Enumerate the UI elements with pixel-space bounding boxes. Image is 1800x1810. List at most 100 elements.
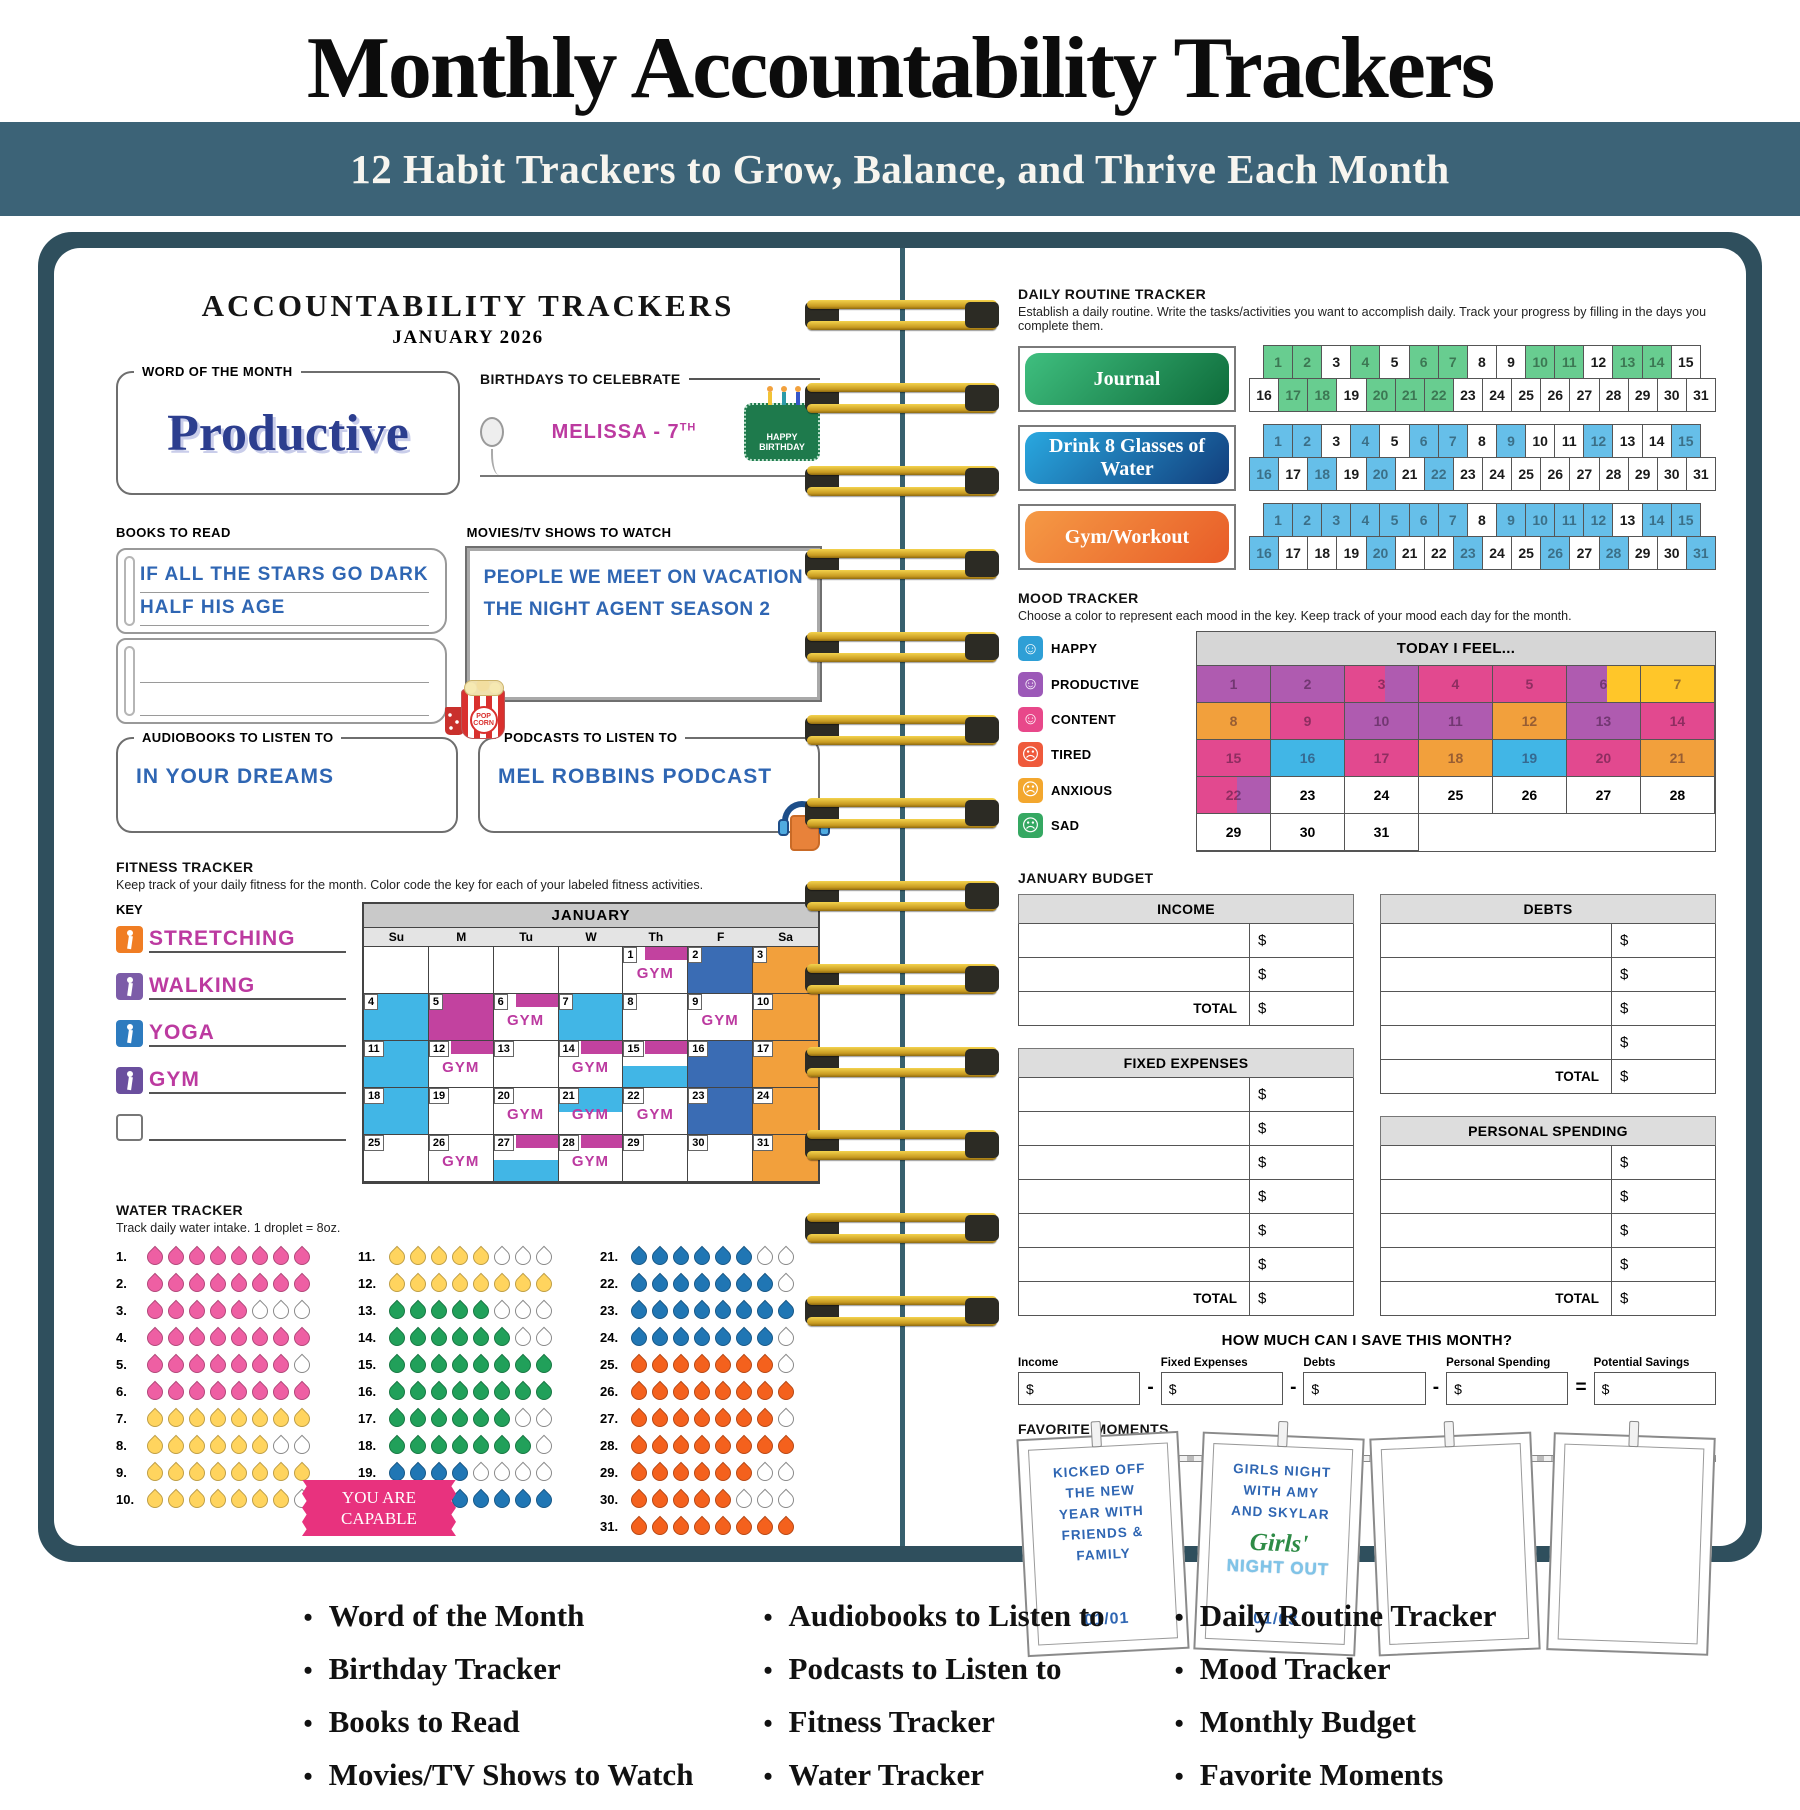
routine-day-cell: 4 bbox=[1350, 424, 1381, 458]
moment-text-line: FRIENDS & bbox=[1061, 1523, 1144, 1543]
water-droplet-icon bbox=[511, 1245, 534, 1268]
water-droplet-icon bbox=[648, 1245, 671, 1268]
calendar-day-number: 12 bbox=[428, 1041, 450, 1057]
calendar-day-number: 13 bbox=[493, 1041, 514, 1057]
budget-row: $ bbox=[1381, 1145, 1715, 1179]
water-droplet-icon bbox=[774, 1434, 797, 1457]
routine-day-cell: 8 bbox=[1466, 424, 1497, 458]
mood-day-cell: 25 bbox=[1418, 777, 1493, 814]
water-droplet-icon bbox=[227, 1326, 250, 1349]
routine-day-cell: 6 bbox=[1408, 424, 1439, 458]
routine-day-cell: 15 bbox=[1670, 345, 1701, 379]
water-droplet-icon bbox=[406, 1380, 429, 1403]
calendar-day-cell bbox=[558, 947, 624, 994]
fitness-label: FITNESS TRACKER bbox=[116, 859, 254, 875]
budget-total-amount: $ bbox=[1249, 1282, 1353, 1315]
fitness-key-name: STRETCHING bbox=[149, 927, 346, 953]
fitness-key-name bbox=[149, 1139, 346, 1141]
calendar-day-number: 10 bbox=[753, 994, 774, 1010]
water-droplet-icon bbox=[206, 1326, 229, 1349]
water-droplet-icon bbox=[448, 1272, 471, 1295]
water-droplet-icon bbox=[227, 1245, 250, 1268]
calendar-day-number: 30 bbox=[688, 1135, 709, 1151]
water-droplet-icon bbox=[448, 1380, 471, 1403]
water-droplet-icon bbox=[627, 1353, 650, 1376]
calendar-day-cell: 7 bbox=[558, 994, 624, 1041]
water-droplet-icon bbox=[248, 1353, 271, 1376]
routine-task-pill: Journal bbox=[1025, 353, 1229, 405]
routine-day-cell: 31 bbox=[1685, 536, 1716, 570]
calendar-day-cell: 6 GYM bbox=[493, 994, 559, 1041]
water-droplet-icon bbox=[385, 1299, 408, 1322]
budget-table-fixed-expenses: FIXED EXPENSES $ $ $ $ $ $ TOTAL $ bbox=[1018, 1048, 1354, 1316]
routine-day-cell: 22 bbox=[1423, 536, 1454, 570]
budget-amount-field: $ bbox=[1249, 1214, 1353, 1247]
budget-row: $ bbox=[1381, 923, 1715, 957]
water-droplet-icon bbox=[690, 1353, 713, 1376]
water-day-row: 18. bbox=[358, 1432, 578, 1459]
routine-day-cell: 11 bbox=[1554, 424, 1585, 458]
water-droplet-icon bbox=[427, 1353, 450, 1376]
savings-amount-box: $ bbox=[1593, 1372, 1716, 1405]
mood-day-cell: 21 bbox=[1640, 740, 1715, 777]
routine-day-cell: 29 bbox=[1627, 536, 1658, 570]
budget-item-field bbox=[1019, 924, 1249, 957]
routine-day-cell: 29 bbox=[1627, 378, 1658, 412]
mood-key: ☺ HAPPY ☺ PRODUCTIVE ☺ CONTENT ☹ TIRED ☹ ANXIOUS ☹… bbox=[1018, 631, 1186, 852]
mood-day-cell: 8 bbox=[1197, 703, 1271, 740]
routine-day-cell: 13 bbox=[1612, 503, 1643, 537]
water-day-row: 17. bbox=[358, 1405, 578, 1432]
water-droplet-icon bbox=[290, 1326, 313, 1349]
audiobooks-box: AUDIOBOOKS TO LISTEN TO IN YOUR DREAMS bbox=[116, 730, 458, 833]
mood-day-cell: 5 bbox=[1492, 666, 1567, 703]
routine-day-cell: 19 bbox=[1336, 378, 1367, 412]
budget-total-label: TOTAL bbox=[1555, 1291, 1599, 1306]
water-droplet-icon bbox=[732, 1407, 755, 1430]
routine-day-cell: 2 bbox=[1292, 345, 1323, 379]
fitness-key-name: YOGA bbox=[149, 1021, 346, 1047]
water-droplet-icon bbox=[206, 1488, 229, 1511]
routine-day-cell: 10 bbox=[1525, 503, 1556, 537]
feature-list-item: Birthday Tracker bbox=[303, 1651, 693, 1687]
water-droplet-icon bbox=[648, 1380, 671, 1403]
books-label: BOOKS TO READ bbox=[116, 525, 231, 540]
water-day-number: 3. bbox=[116, 1303, 127, 1318]
water-droplet-icon bbox=[227, 1380, 250, 1403]
water-droplet-icon bbox=[427, 1380, 450, 1403]
savings-field: Income $ bbox=[1018, 1357, 1141, 1405]
water-droplet-icon bbox=[469, 1245, 492, 1268]
routine-day-cell: 7 bbox=[1437, 424, 1468, 458]
water-droplet-icon bbox=[753, 1515, 776, 1538]
popcorn-icon: POP CORN bbox=[460, 680, 505, 739]
calendar-day-number: 24 bbox=[753, 1088, 774, 1104]
routine-day-cell: 11 bbox=[1554, 503, 1585, 537]
calendar-day-number: 1 bbox=[623, 947, 638, 963]
water-droplet-icon bbox=[206, 1380, 229, 1403]
calendar-day-cell bbox=[493, 947, 559, 994]
budget-table-personal-spending: PERSONAL SPENDING $ $ $ $ TOTAL $ bbox=[1380, 1116, 1716, 1316]
budget-row: $ bbox=[1381, 1025, 1715, 1059]
savings-field-label: Personal Spending bbox=[1446, 1357, 1551, 1369]
water-day-row: 1. bbox=[116, 1243, 336, 1270]
water-droplet-icon bbox=[753, 1488, 776, 1511]
clothespin-icon bbox=[1276, 1420, 1289, 1448]
water-droplet-icon bbox=[690, 1272, 713, 1295]
calendar-day-cell bbox=[363, 947, 429, 994]
routine-day-cell: 6 bbox=[1408, 345, 1439, 379]
water-droplet-icon bbox=[164, 1299, 187, 1322]
budget-total-row: TOTAL $ bbox=[1019, 1281, 1353, 1315]
routine-day-cell: 28 bbox=[1598, 457, 1629, 491]
water-droplet-icon bbox=[511, 1488, 534, 1511]
water-droplet-icon bbox=[711, 1461, 734, 1484]
budget-amount-field: $ bbox=[1611, 992, 1715, 1025]
routine-day-cell: 26 bbox=[1540, 536, 1571, 570]
birthdays-label: BIRTHDAYS TO CELEBRATE bbox=[480, 371, 681, 387]
calendar-weekday: Sa bbox=[778, 930, 793, 944]
routine-day-cell: 4 bbox=[1350, 503, 1381, 537]
water-droplet-icon bbox=[753, 1326, 776, 1349]
budget-item-field bbox=[1381, 1248, 1611, 1281]
routine-day-cell: 3 bbox=[1321, 424, 1352, 458]
budget-amount-field: $ bbox=[1249, 1180, 1353, 1213]
water-droplet-icon bbox=[732, 1245, 755, 1268]
water-droplet-icon bbox=[164, 1461, 187, 1484]
